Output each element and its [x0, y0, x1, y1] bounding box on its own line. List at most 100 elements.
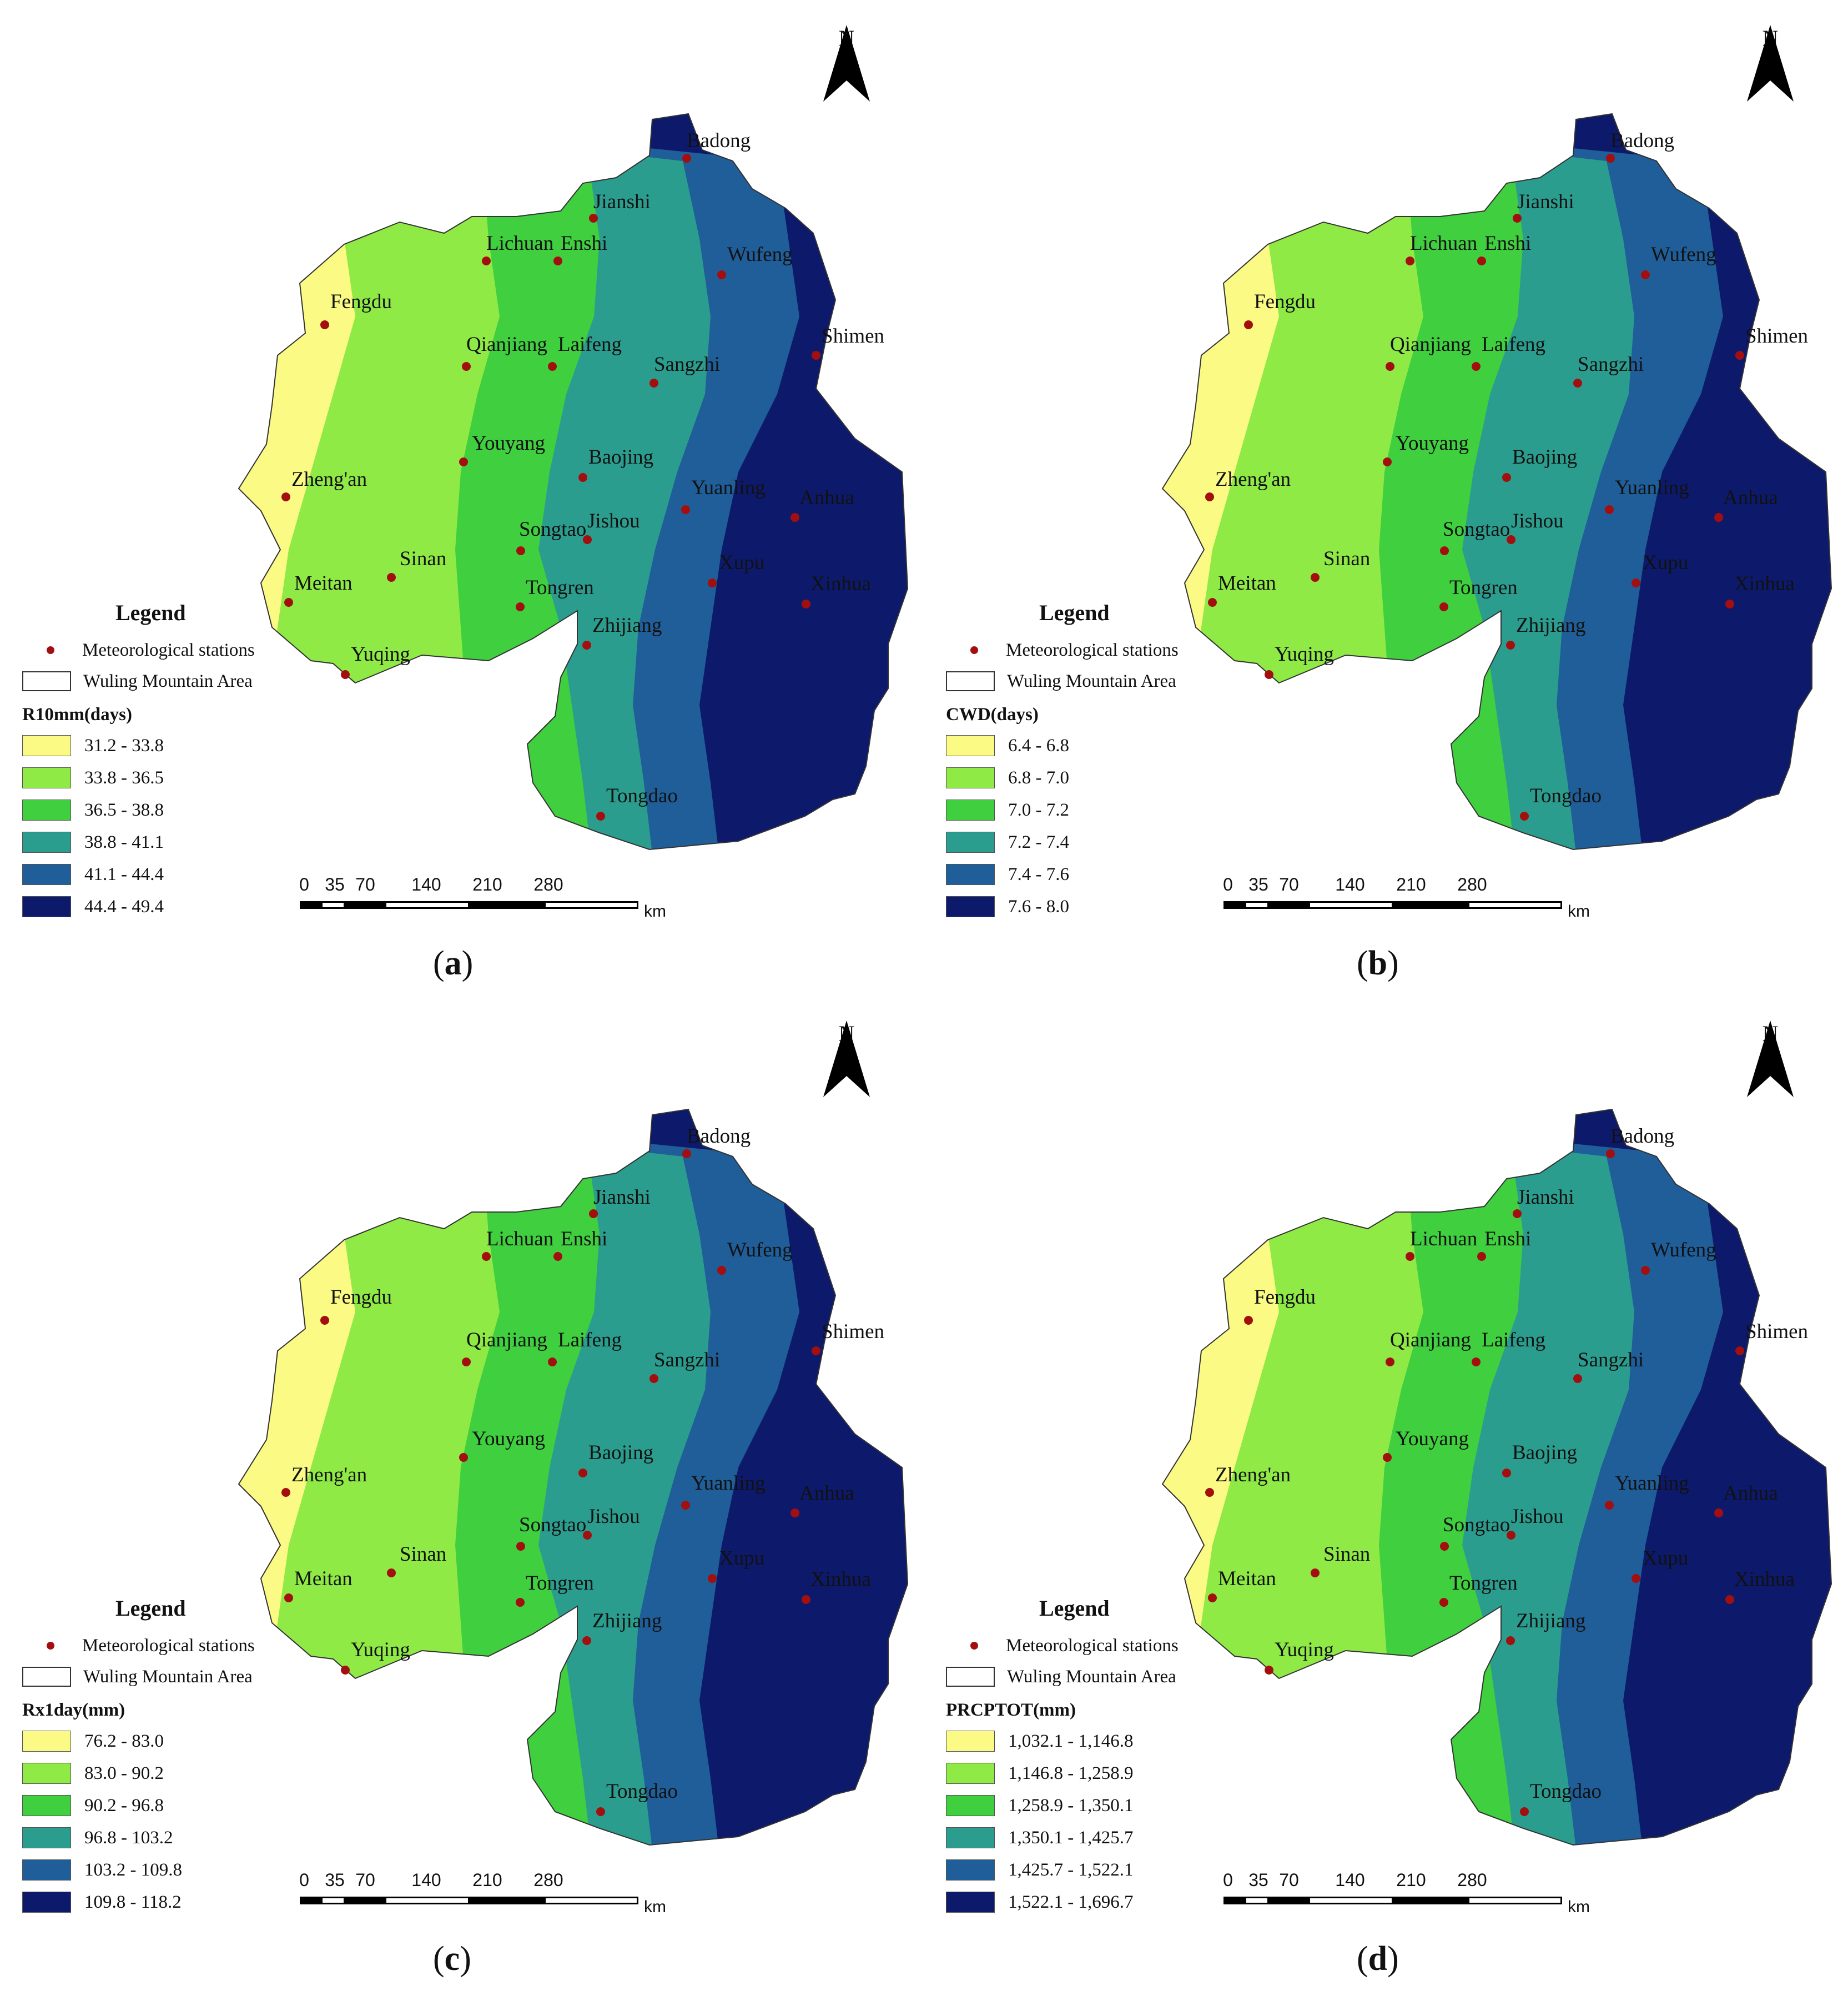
station-label: Zheng'an	[1215, 468, 1291, 491]
station-label: Jianshi	[1517, 1186, 1574, 1209]
legend-class-row: 7.0 - 7.2	[946, 794, 1235, 826]
station-marker	[459, 1453, 468, 1462]
station-marker	[341, 1666, 350, 1675]
legend-station-row: Meteorological stations	[946, 1630, 1235, 1661]
station-marker	[516, 602, 525, 611]
legend-class-row: 41.1 - 44.4	[22, 858, 311, 891]
scale-tick-label: 35	[325, 874, 345, 894]
station-label: Baojing	[1512, 446, 1577, 469]
station-marker	[802, 1595, 810, 1604]
station-marker	[596, 812, 605, 821]
legend-title: Legend	[1039, 1596, 1110, 1621]
legend-title: Legend	[115, 600, 186, 625]
map-legend: Legend Meteorological stations Wuling Moun…	[946, 600, 1235, 923]
scale-bar-graphic	[300, 1897, 638, 1904]
station-label: Anhua	[799, 486, 854, 509]
station-marker	[578, 473, 587, 482]
legend-swatch	[22, 832, 71, 853]
station-marker	[1714, 513, 1723, 522]
area-outline-icon	[946, 1667, 995, 1687]
station-marker	[681, 505, 690, 514]
scale-bar-graphic	[1223, 1897, 1562, 1904]
station-label: Youyang	[472, 1427, 545, 1450]
legend-swatch	[22, 896, 71, 917]
north-arrow: N	[819, 1020, 874, 1126]
panel-caption: (b)	[1357, 944, 1399, 982]
panel-letter: c	[444, 1940, 460, 1978]
station-label: Yuanling	[1615, 1472, 1689, 1495]
station-marker	[1605, 1501, 1614, 1510]
station-label: Jianshi	[593, 1186, 651, 1209]
legend-swatch	[22, 1795, 71, 1816]
station-marker	[516, 546, 525, 555]
station-label: Tongdao	[1530, 785, 1602, 807]
scale-bar: 0 35 70 140 210 280 km	[1223, 1870, 1590, 1925]
station-label: Enshi	[561, 232, 607, 255]
station-marker	[1502, 1469, 1511, 1477]
station-label: Laifeng	[558, 1329, 622, 1351]
legend-class-row: 33.8 - 36.5	[22, 762, 311, 794]
station-marker	[1311, 573, 1320, 582]
station-label: Shimen	[1745, 1320, 1808, 1343]
scale-tick-label: 210	[1396, 1870, 1426, 1890]
legend-class-label: 7.6 - 8.0	[1008, 896, 1069, 917]
station-label: Anhua	[1723, 1482, 1778, 1505]
station-label: Sangzhi	[1578, 1349, 1644, 1371]
station-marker	[1605, 505, 1614, 514]
station-label: Xupu	[719, 1547, 764, 1570]
station-marker	[320, 320, 329, 329]
map-legend: Legend Meteorological stations Wuling Moun…	[22, 1595, 311, 1918]
north-arrow: N	[819, 25, 874, 130]
station-label: Yuqing	[1275, 1638, 1334, 1661]
station-marker	[1205, 492, 1214, 501]
legend-area-row: Wuling Mountain Area	[946, 666, 1235, 697]
station-label: Lichuan	[1410, 1228, 1477, 1250]
station-label: Tongdao	[606, 1780, 678, 1803]
station-marker	[1383, 457, 1392, 466]
station-marker	[462, 362, 471, 371]
legend-swatch	[946, 1763, 995, 1784]
station-label: Wufeng	[1651, 1239, 1716, 1261]
legend-class-row: 1,258.9 - 1,350.1	[946, 1789, 1235, 1822]
station-marker	[717, 270, 726, 279]
scale-tick-label: 210	[472, 874, 502, 894]
legend-class-label: 44.4 - 49.4	[84, 896, 164, 917]
station-marker	[281, 492, 290, 501]
station-marker	[1244, 320, 1253, 329]
station-label: Tongdao	[1530, 1780, 1602, 1803]
wuling-area-boundary	[1161, 113, 1832, 851]
legend-class-row: 31.2 - 33.8	[22, 730, 311, 762]
station-label: Jishou	[587, 510, 640, 532]
panel-letter: a	[444, 944, 462, 982]
legend-swatch	[22, 1763, 71, 1784]
station-label: Youyang	[1396, 432, 1469, 455]
map-panel-d: Badong Jianshi Lichuan Enshi Wufeng Fengdu Qia…	[924, 996, 1847, 1991]
scale-tick-label: 70	[355, 1870, 375, 1890]
station-label: Baojing	[588, 1441, 653, 1464]
map-panel-b: Badong Jianshi Lichuan Enshi Wufeng Fengdu Qia…	[924, 0, 1847, 996]
legend-class-row: 6.4 - 6.8	[946, 730, 1235, 762]
station-marker	[553, 257, 562, 265]
legend-class-row: 7.6 - 8.0	[946, 891, 1235, 923]
legend-swatch	[946, 832, 995, 853]
station-label: Jishou	[1511, 510, 1564, 532]
station-marker	[1386, 1358, 1394, 1366]
station-marker	[1439, 1598, 1448, 1607]
station-marker	[802, 600, 810, 609]
scale-unit: km	[644, 902, 666, 921]
scale-tick-label: 140	[411, 1870, 441, 1890]
station-marker	[1506, 1636, 1515, 1645]
station-dot-icon	[970, 646, 978, 654]
area-outline-icon	[946, 671, 995, 691]
station-marker	[1208, 1593, 1217, 1602]
legend-area-row: Wuling Mountain Area	[946, 1661, 1235, 1692]
station-label: Zhijiang	[592, 1610, 662, 1632]
legend-swatch	[22, 1859, 71, 1881]
station-label: Xinhua	[1734, 1568, 1795, 1591]
scale-tick-label: 210	[472, 1870, 502, 1890]
station-marker	[1520, 812, 1529, 821]
station-marker	[1520, 1807, 1529, 1816]
station-marker	[1573, 379, 1582, 388]
legend-class-label: 109.8 - 118.2	[84, 1892, 182, 1912]
legend-class-row: 76.2 - 83.0	[22, 1725, 311, 1757]
